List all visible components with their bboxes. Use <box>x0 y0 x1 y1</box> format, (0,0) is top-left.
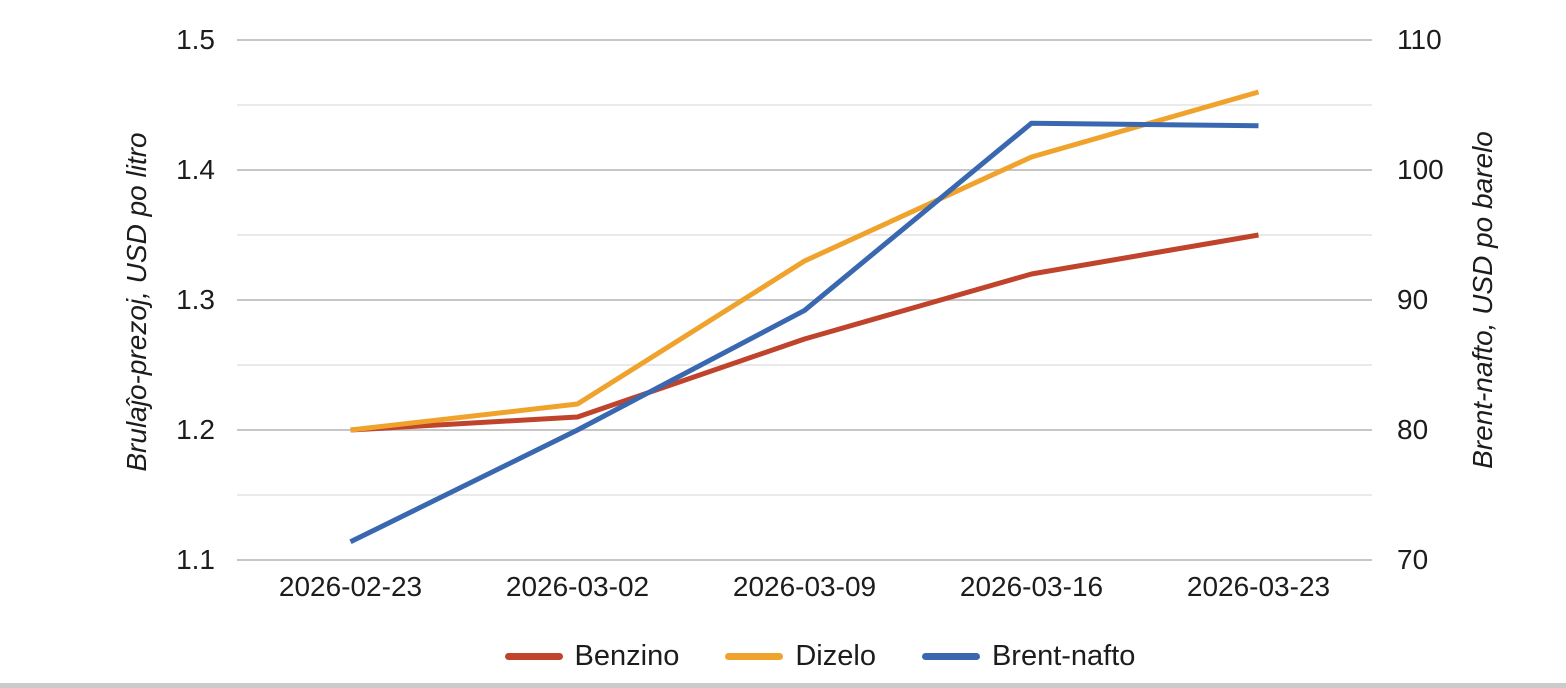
y-left-tick-label: 1.4 <box>176 154 215 185</box>
legend-label-dizelo: Dizelo <box>795 640 876 672</box>
series-line-dizelo <box>350 89 1260 433</box>
x-tick-label: 2026-03-23 <box>1186 571 1331 602</box>
chart-legend: Benzino Dizelo Brent-nafto <box>37 640 1566 672</box>
y-left-tick-label: 1.3 <box>176 284 215 315</box>
y-left-tick-label: 1.5 <box>176 24 215 55</box>
legend-swatch-benzino <box>504 652 563 660</box>
y-left-tick-label: 1.2 <box>176 414 215 445</box>
legend-item-brent-nafto: Brent-nafto <box>921 640 1136 672</box>
right-axis-title: Brent-nafto, USD po barelo <box>1467 131 1498 469</box>
y-left-tick-label: 1.1 <box>176 544 215 575</box>
x-tick-label: 2026-02-23 <box>278 571 423 602</box>
y-right-tick-label: 80 <box>1397 414 1429 445</box>
series-line-benzino <box>350 232 1259 433</box>
legend-swatch-brent-nafto <box>921 652 980 660</box>
legend-label-benzino: Benzino <box>574 640 680 672</box>
series-line-brent-nafto <box>349 120 1259 545</box>
legend-label-brent-nafto: Brent-nafto <box>991 640 1136 672</box>
legend-item-benzino: Benzino <box>504 640 680 672</box>
bottom-border-strip <box>0 683 1566 688</box>
x-tick-label: 2026-03-02 <box>505 571 650 602</box>
x-tick-label: 2026-03-16 <box>959 571 1104 602</box>
left-axis-title: Brulaĵo-prezoj, USD po litro <box>121 132 152 472</box>
legend-swatch-dizelo <box>725 652 784 660</box>
legend-item-dizelo: Dizelo <box>725 640 876 672</box>
x-tick-label: 2026-03-09 <box>732 571 877 602</box>
y-right-tick-label: 70 <box>1397 544 1429 575</box>
y-right-tick-label: 100 <box>1397 154 1444 185</box>
y-right-tick-label: 90 <box>1397 284 1429 315</box>
y-right-tick-label: 110 <box>1397 24 1442 55</box>
